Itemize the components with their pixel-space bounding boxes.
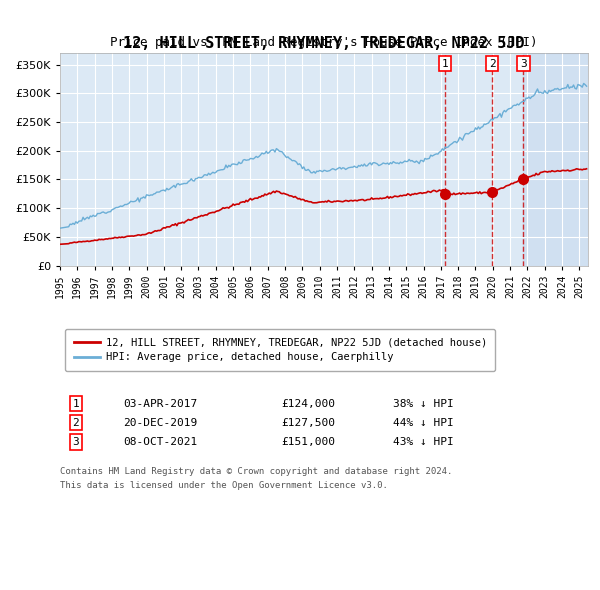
Text: 44% ↓ HPI: 44% ↓ HPI: [392, 418, 454, 428]
Text: £151,000: £151,000: [282, 437, 336, 447]
Text: £124,000: £124,000: [282, 399, 336, 408]
Title: 12, HILL STREET, RHYMNEY, TREDEGAR, NP22 5JD: 12, HILL STREET, RHYMNEY, TREDEGAR, NP22…: [123, 35, 525, 51]
Bar: [523, 53, 588, 266]
Text: 2: 2: [489, 59, 496, 68]
Text: 3: 3: [73, 437, 79, 447]
Text: Price paid vs. HM Land Registry's House Price Index (HPI): Price paid vs. HM Land Registry's House …: [110, 36, 538, 49]
Text: This data is licensed under the Open Government Licence v3.0.: This data is licensed under the Open Gov…: [60, 481, 388, 490]
Text: 08-OCT-2021: 08-OCT-2021: [124, 437, 197, 447]
Text: 20-DEC-2019: 20-DEC-2019: [124, 418, 197, 428]
Text: 38% ↓ HPI: 38% ↓ HPI: [392, 399, 454, 408]
Text: £127,500: £127,500: [282, 418, 336, 428]
Text: 1: 1: [442, 59, 449, 68]
Text: 43% ↓ HPI: 43% ↓ HPI: [392, 437, 454, 447]
Text: Contains HM Land Registry data © Crown copyright and database right 2024.: Contains HM Land Registry data © Crown c…: [60, 467, 452, 476]
Text: 2: 2: [73, 418, 79, 428]
Text: 03-APR-2017: 03-APR-2017: [124, 399, 197, 408]
Text: 3: 3: [520, 59, 527, 68]
Legend: 12, HILL STREET, RHYMNEY, TREDEGAR, NP22 5JD (detached house), HPI: Average pric: 12, HILL STREET, RHYMNEY, TREDEGAR, NP22…: [65, 329, 496, 371]
Text: 1: 1: [73, 399, 79, 408]
